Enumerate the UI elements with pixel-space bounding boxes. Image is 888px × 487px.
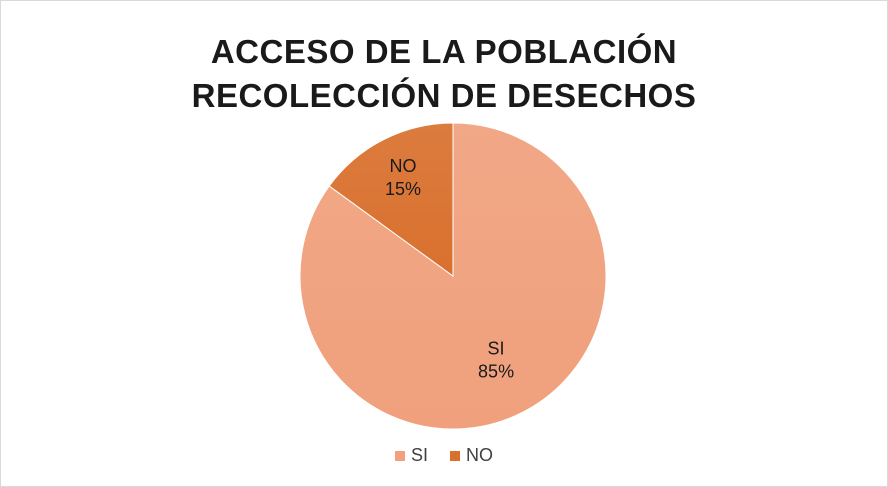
pie-slice-no <box>328 122 454 277</box>
legend-swatch-si <box>394 450 405 461</box>
chart-title-line-2: RECOLECCIÓN DE DESECHOS <box>191 77 697 114</box>
slice-label-no: NO <box>389 156 416 176</box>
legend-label-no: NO <box>466 445 493 465</box>
slice-value-no: 15% <box>385 179 421 199</box>
chart-title-line-1: ACCESO DE LA POBLACIÓN <box>210 33 678 70</box>
chart-legend: SI NO <box>0 445 888 466</box>
legend-swatch-no <box>450 450 460 461</box>
chart-title: ACCESO DE LA POBLACIÓN RECOLECCIÓN DE DE… <box>0 30 888 118</box>
slice-value-si: 85% <box>478 362 514 382</box>
legend-item-no: NO <box>450 445 493 466</box>
legend-label-si: SI <box>410 445 428 465</box>
legend-item-si: SI <box>394 445 428 466</box>
slice-label-si: SI <box>488 339 505 359</box>
